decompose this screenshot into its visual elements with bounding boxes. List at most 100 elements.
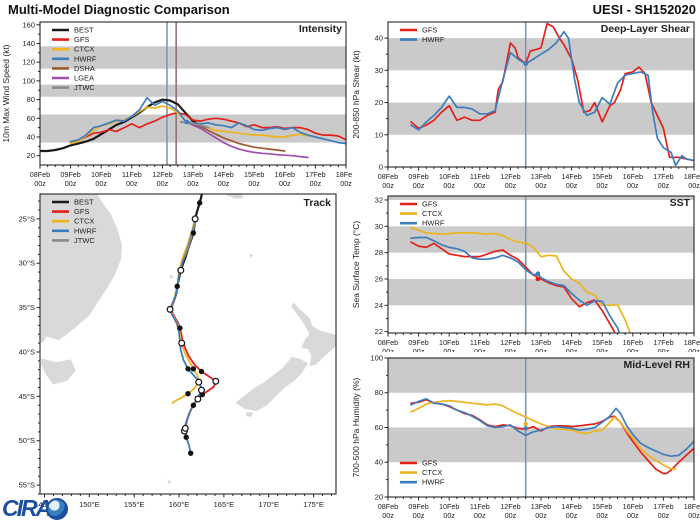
x-tick-sublabel: 00z <box>279 179 291 188</box>
legend-label-hwrf: HWRF <box>422 219 445 228</box>
x-tick-label: 13Feb <box>531 502 551 511</box>
track-fix-open <box>181 424 189 432</box>
x-tick-label: 08Feb <box>378 172 398 181</box>
lon-tick-label: 145°E <box>34 500 55 509</box>
panel-sst: 08Feb 00z 09Feb 00z 10Feb 00z 11Feb 00z 12Feb 00z… <box>350 188 700 352</box>
y-tick-label: 80 <box>375 388 383 397</box>
x-tick-sublabel: 00z <box>340 179 352 188</box>
x-tick-label: 14Feb <box>561 172 581 181</box>
track-fix-filled <box>196 200 203 206</box>
track-fix-filled <box>183 434 189 440</box>
legend-label-gfs: GFS <box>422 25 437 34</box>
lat-tick-label: 55°S <box>19 481 35 490</box>
x-tick-sublabel: 00z <box>566 511 578 520</box>
track-series-group <box>166 194 220 456</box>
legend-label-lgea: LGEA <box>74 73 94 82</box>
lat-tick-label: 35°S <box>19 303 35 312</box>
x-tick-label: 18Feb <box>684 338 700 347</box>
series-hwrf <box>410 236 620 333</box>
x-tick-label: 15Feb <box>592 172 612 181</box>
series-group <box>40 96 346 159</box>
x-tick-label: 16Feb <box>623 172 643 181</box>
x-tick-sublabel: 00z <box>382 181 394 190</box>
x-tick-sublabel: 00z <box>566 347 578 352</box>
shaded-bands <box>388 196 694 306</box>
legend-label-gfs: GFS <box>422 199 437 208</box>
y-tick-label: 32 <box>375 195 383 204</box>
track-fix-open <box>191 215 199 223</box>
x-tick-label: 09Feb <box>408 502 428 511</box>
legend-label-hwrf: HWRF <box>422 35 445 44</box>
lon-tick-label: 170°E <box>258 500 279 509</box>
y-tick-label: 20 <box>27 151 35 160</box>
init-marker-hwrf <box>523 426 528 431</box>
x-tick-label: 10Feb <box>439 502 459 511</box>
x-tick-label: 12Feb <box>500 172 520 181</box>
x-tick-label: 12Feb <box>500 338 520 347</box>
track-fix-open <box>166 305 174 313</box>
legend-label-best: BEST <box>74 25 94 34</box>
lat-axis: 25°S 30°S 35°S 40°S 45°S 50°S 55°S <box>19 200 40 495</box>
x-tick-sublabel: 00z <box>443 347 455 352</box>
rh-chart: 08Feb00z09Feb00z10Feb00z11Feb00z12Feb00z… <box>351 353 700 520</box>
legend-label-gfs: GFS <box>74 207 89 216</box>
lon-tick-label: 165°E <box>214 500 235 509</box>
shaded-band <box>40 114 346 143</box>
land-macquarie-island <box>167 479 172 485</box>
x-tick-sublabel: 00z <box>248 179 260 188</box>
x-tick-label: 17Feb <box>653 502 673 511</box>
x-tick-sublabel: 00z <box>658 181 670 190</box>
x-tick-sublabel: 00z <box>413 347 425 352</box>
panel-title: Intensity <box>299 23 342 35</box>
x-tick-sublabel: 00z <box>627 347 639 352</box>
legend-label-ctcx: CTCX <box>74 45 94 54</box>
x-tick-sublabel: 00z <box>627 511 639 520</box>
x-tick-label: 12Feb <box>500 502 520 511</box>
x-tick-label: 12Feb <box>152 170 172 179</box>
x-tick-sublabel: 00z <box>688 347 700 352</box>
x-tick-label: 14Feb <box>213 170 233 179</box>
x-tick-sublabel: 00z <box>187 179 199 188</box>
y-axis-title: 10m Max Wind Speed (kt) <box>1 44 11 142</box>
land-nz-north-island <box>291 302 336 366</box>
track-fix-filled <box>185 366 191 372</box>
x-tick-label: 11Feb <box>470 502 490 511</box>
track-fix-filled <box>174 283 180 290</box>
x-tick-label: 09Feb <box>408 338 428 347</box>
x-tick-label: 11Feb <box>470 338 490 347</box>
y-tick-label: 100 <box>22 76 35 85</box>
x-tick-sublabel: 00z <box>382 347 394 352</box>
track-fix-filled <box>185 391 191 397</box>
y-axis: 20 40 60 80 100 <box>370 353 388 501</box>
series-group <box>410 226 631 333</box>
intensity-chart: 08Feb00z09Feb00z10Feb00z11Feb00z12Feb00z… <box>1 20 352 188</box>
y-tick-label: 30 <box>375 66 383 75</box>
x-tick-label: 08Feb <box>378 338 398 347</box>
x-tick-label: 08Feb <box>30 170 50 179</box>
x-tick-label: 18Feb <box>336 170 352 179</box>
panel-title: SST <box>670 197 691 209</box>
x-tick-label: 17Feb <box>653 338 673 347</box>
track-fix-filled <box>190 366 197 372</box>
y-tick-label: 100 <box>370 353 383 362</box>
x-tick-sublabel: 00z <box>535 181 547 190</box>
x-tick-sublabel: 00z <box>535 511 547 520</box>
x-tick-label: 09Feb <box>408 172 428 181</box>
x-tick-sublabel: 00z <box>566 181 578 190</box>
series-ctcx <box>410 399 677 471</box>
series-hwrf <box>410 30 694 167</box>
series-gfs <box>410 22 694 162</box>
legend-label-ctcx: CTCX <box>74 217 94 226</box>
track-fix-open <box>194 395 202 403</box>
series-hwrf <box>69 96 346 145</box>
y-tick-label: 60 <box>375 423 383 432</box>
x-tick-label: 16Feb <box>623 502 643 511</box>
track-jtwc <box>183 218 197 258</box>
x-axis: 08Feb00z09Feb00z10Feb00z11Feb00z12Feb00z… <box>30 165 352 188</box>
lat-tick-label: 50°S <box>19 436 35 445</box>
x-tick-label: 16Feb <box>623 338 643 347</box>
x-tick-sublabel: 00z <box>34 179 46 188</box>
x-tick-label: 08Feb <box>378 502 398 511</box>
